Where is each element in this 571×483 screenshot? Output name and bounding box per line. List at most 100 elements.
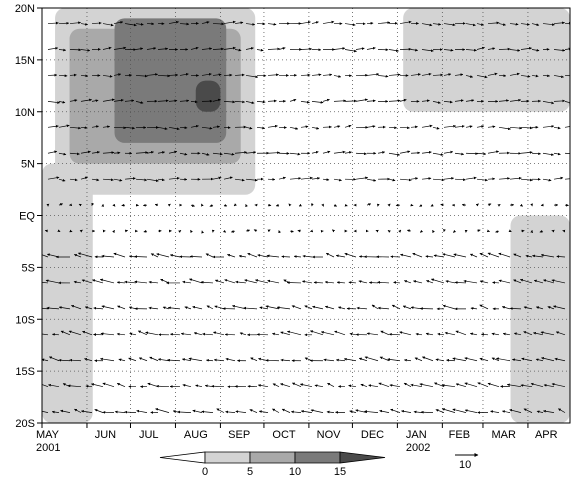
wind-vector [453, 253, 467, 258]
wind-vector [333, 75, 342, 78]
wind-vector [80, 98, 92, 102]
wind-vector [259, 306, 269, 310]
wind-vector [91, 178, 100, 182]
wind-vector [371, 304, 379, 310]
wind-vector [169, 254, 181, 258]
wind-vector [520, 22, 530, 26]
wind-vector [300, 100, 310, 104]
wind-vector [134, 280, 148, 284]
wind-vector [157, 99, 169, 103]
wind-vector [430, 203, 434, 207]
wind-vector [60, 330, 71, 336]
wind-vector [533, 331, 544, 336]
wind-vector [168, 20, 179, 24]
wind-vector [476, 23, 485, 26]
wind-vector [288, 203, 292, 207]
shaded-region-3 [510, 215, 570, 423]
wind-vector [332, 229, 336, 233]
wind-vector [321, 203, 324, 207]
wind-vector [440, 203, 445, 207]
wind-vector [124, 23, 137, 27]
wind-vector [498, 47, 511, 51]
wind-vector [421, 177, 432, 180]
wind-vector [245, 126, 253, 130]
wind-vector [80, 126, 88, 130]
wind-vector [333, 47, 346, 50]
wind-vector [124, 126, 135, 130]
wind-vector [426, 280, 434, 284]
wind-vector [235, 410, 247, 414]
wind-vector [355, 176, 369, 180]
y-tick-label: 20S [15, 418, 35, 430]
wind-vector [201, 126, 213, 130]
wind-vector [476, 46, 485, 50]
wind-vector [84, 357, 93, 362]
x-tick-label: FEB [449, 429, 470, 441]
wind-vector [498, 177, 511, 180]
wind-vector [209, 204, 214, 207]
wind-vector [553, 99, 566, 103]
wind-vector [170, 332, 181, 336]
wind-vector [470, 307, 478, 310]
wind-vector [542, 74, 550, 78]
wind-vector [272, 332, 280, 336]
wind-vector [452, 408, 467, 413]
wind-vector [58, 203, 63, 206]
wind-vector [257, 384, 269, 388]
wind-vector [553, 48, 566, 52]
x-tick-label: DEC [361, 429, 384, 441]
wind-vector [189, 278, 203, 284]
wind-vector [253, 229, 258, 232]
wind-vector [539, 230, 544, 233]
wind-vector [391, 304, 401, 310]
wind-vector [78, 203, 82, 207]
wind-vector [419, 204, 423, 207]
wind-vector [551, 382, 566, 388]
wind-vector [455, 330, 467, 336]
wind-vector [498, 252, 511, 258]
wind-vector [404, 358, 412, 362]
wind-vector [446, 358, 456, 362]
wind-vector [58, 48, 67, 52]
wind-vector [102, 151, 115, 154]
wind-vector [301, 280, 313, 284]
wind-vector [441, 408, 456, 413]
wind-vector [322, 98, 330, 102]
wind-vector [113, 178, 123, 182]
wind-vector [564, 178, 570, 180]
wind-vector [564, 152, 570, 154]
wind-vector [134, 255, 148, 258]
wind-vector [201, 21, 210, 24]
wind-vector [388, 99, 401, 103]
wind-vector [91, 151, 100, 154]
wind-vector [58, 178, 66, 182]
wind-vector [124, 280, 137, 284]
wind-vector [364, 356, 379, 362]
wind-vector [234, 48, 242, 52]
wind-vector [454, 99, 464, 102]
y-axis-ticks: 20S 15S 10S 5S EQ 5N 10N 15N 20N [15, 3, 42, 430]
reference-vector: 10 [455, 453, 479, 471]
wind-vector [216, 408, 225, 413]
wind-vector [481, 333, 489, 336]
wind-vector [42, 410, 49, 413]
wind-vector [73, 254, 82, 258]
wind-vector [454, 281, 467, 284]
wind-vector [102, 382, 115, 388]
wind-vector [69, 178, 78, 182]
wind-vector [80, 176, 88, 180]
wind-vector [344, 124, 352, 128]
wind-vector [47, 150, 58, 154]
wind-vector [432, 126, 440, 130]
wind-vector [180, 332, 192, 336]
wind-vector [487, 382, 500, 388]
wind-vector [234, 21, 244, 25]
wind-vector [205, 253, 214, 258]
wind-vector [531, 23, 540, 27]
wind-vector [146, 73, 158, 76]
wind-vector [443, 100, 453, 104]
wind-vector [213, 331, 225, 336]
wind-vector [564, 101, 570, 104]
wind-vector [421, 49, 434, 53]
wind-vector [275, 203, 280, 207]
